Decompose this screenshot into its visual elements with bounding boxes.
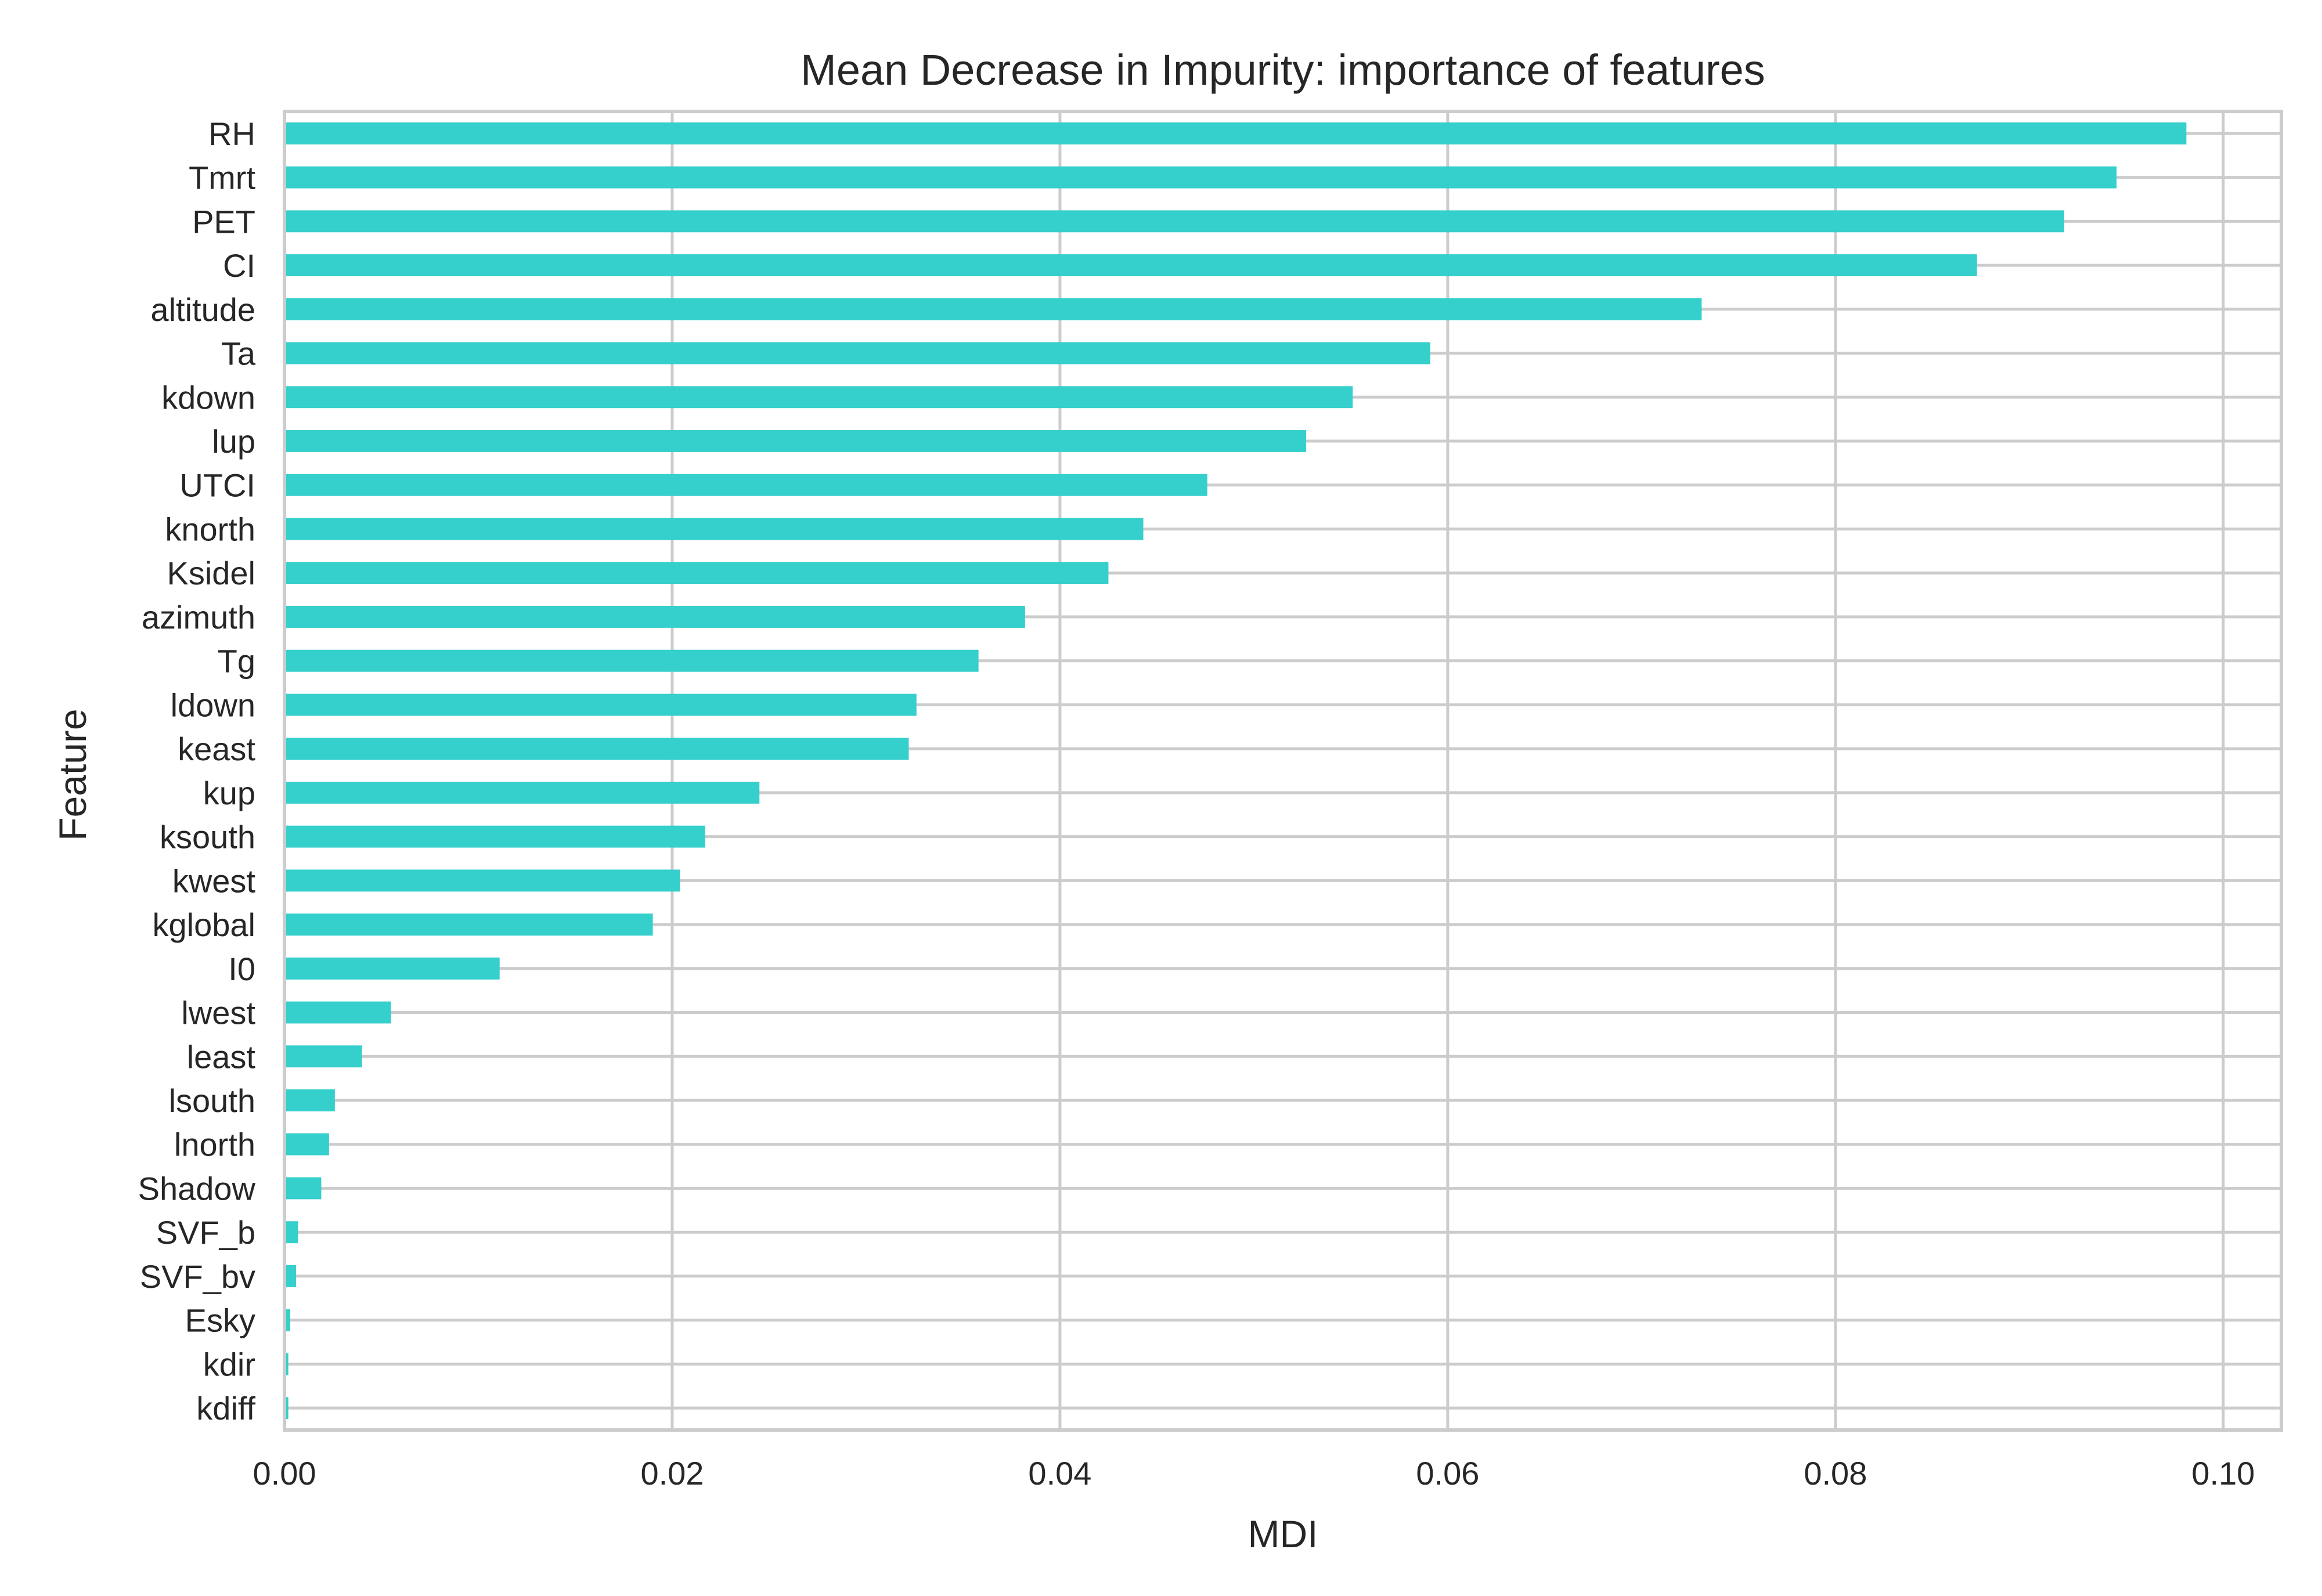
y-tick-label: keast [178, 731, 255, 767]
y-tick-label: SVF_bv [140, 1258, 255, 1295]
y-tick-label: PET [192, 203, 255, 240]
y-tick-label: kwest [172, 862, 256, 899]
bar-ci [284, 254, 1977, 276]
bar-svf-b [284, 1221, 298, 1244]
x-tick-label: 0.06 [1416, 1455, 1479, 1492]
x-tick-label: 0.00 [253, 1455, 316, 1492]
bar-ksidel [284, 562, 1109, 584]
y-tick-label: kup [203, 775, 255, 811]
bar-lsouth [284, 1089, 335, 1111]
y-tick-labels: RH Tmrt PET CI altitude Ta kdown lup UTCI knorth K… [138, 115, 256, 1427]
y-tick-label: kdir [203, 1346, 255, 1382]
y-tick-label: ldown [171, 687, 255, 723]
y-tick-label: UTCI [179, 467, 255, 504]
x-tick-label: 0.04 [1028, 1455, 1091, 1492]
bar-lup [284, 430, 1307, 452]
bar-ldown [284, 694, 917, 716]
y-tick-label: Ta [221, 335, 256, 372]
bar-lnorth [284, 1133, 329, 1156]
chart-title: Mean Decrease in Impurity: importance of… [801, 46, 1765, 94]
y-tick-label: lup [212, 423, 255, 460]
bar-keast [284, 738, 909, 760]
y-tick-label: CI [223, 247, 255, 284]
y-tick-label: knorth [165, 511, 255, 547]
plot-frame [283, 110, 2283, 1432]
y-tick-label: Esky [185, 1302, 255, 1339]
x-tick-label: 0.10 [2191, 1455, 2255, 1492]
bar-esky [284, 1309, 291, 1331]
y-axis-title: Feature [51, 709, 94, 840]
bar-svf-bv [284, 1265, 297, 1287]
bar-pet [284, 210, 2064, 233]
y-tick-label: Shadow [138, 1170, 256, 1207]
bar-rh [284, 122, 2187, 145]
bar-least [284, 1045, 362, 1068]
y-tick-label: Tmrt [189, 160, 256, 196]
x-tick-label: 0.02 [640, 1455, 704, 1492]
bar-knorth [284, 518, 1144, 540]
y-tick-label: ksouth [160, 819, 255, 855]
y-tick-label: kglobal [153, 907, 255, 943]
y-tick-label: lnorth [174, 1126, 255, 1163]
y-tick-label: lsouth [169, 1082, 255, 1119]
bar-ksouth [284, 825, 705, 848]
y-tick-label: RH [208, 115, 255, 152]
bar-ta [284, 342, 1430, 364]
bar-azimuth [284, 606, 1025, 628]
bar-lwest [284, 1001, 391, 1024]
bar-kwest [284, 869, 680, 892]
y-tick-label: SVF_b [156, 1214, 255, 1251]
bar-kdir [284, 1353, 289, 1375]
bar-kdown [284, 386, 1353, 409]
bar-kglobal [284, 913, 653, 936]
bar-tmrt [284, 166, 2117, 189]
x-axis-title: MDI [1248, 1512, 1318, 1555]
y-tick-label: kdown [161, 379, 255, 416]
y-tick-label: I0 [228, 951, 255, 987]
y-tick-label: kdiff [196, 1390, 255, 1427]
bar-kup [284, 781, 760, 804]
bar-utci [284, 474, 1207, 496]
bar-shadow [284, 1177, 322, 1200]
x-tick-label: 0.08 [1804, 1455, 1867, 1492]
bar-layer [284, 122, 2187, 1420]
y-tick-label: Tg [218, 643, 255, 680]
bar-tg [284, 649, 979, 672]
x-tick-labels: 0.00 0.02 0.04 0.06 0.08 0.10 [253, 1455, 2255, 1492]
y-tick-label: Ksidel [167, 555, 255, 591]
bar-altitude [284, 298, 1702, 320]
y-tick-label: least [187, 1038, 256, 1075]
y-tick-label: azimuth [142, 599, 255, 635]
y-tick-label: lwest [181, 995, 255, 1031]
bar-kdiff [284, 1397, 289, 1420]
bar-i0 [284, 957, 500, 980]
y-tick-label: altitude [150, 291, 255, 328]
